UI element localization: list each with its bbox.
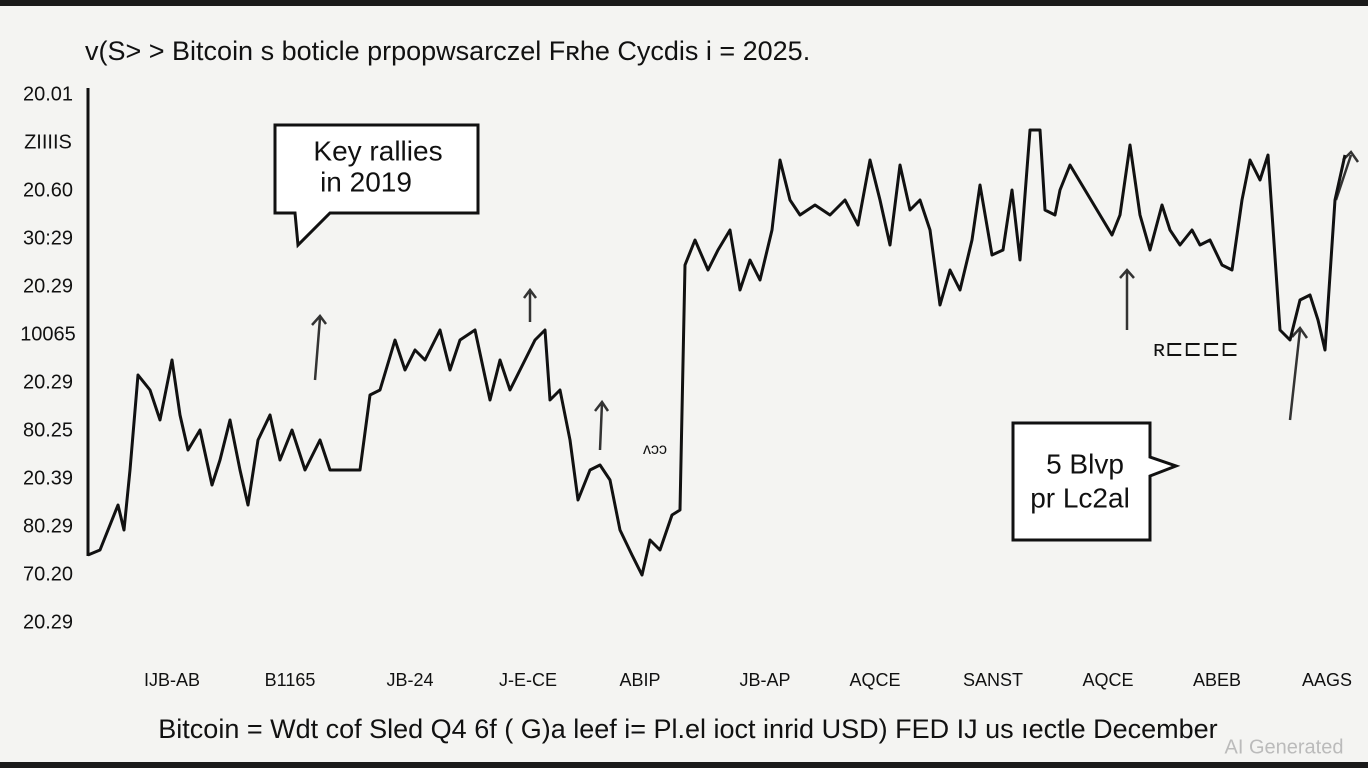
line <box>87 128 1347 577</box>
x-tick-label: ABEB <box>1193 670 1241 690</box>
y-tick-label: 20.39 <box>23 467 73 489</box>
watermark: AI Generated <box>1225 736 1344 758</box>
y-tick-label: 20.01 <box>23 83 73 105</box>
y-tick-label: 20.29 <box>23 611 73 633</box>
y-tick-label: 20.29 <box>23 275 73 297</box>
x-tick-label: SANST <box>963 670 1023 690</box>
annotation: ʌɔɔ <box>643 441 667 458</box>
y-tick-label: 80.25 <box>23 419 73 441</box>
x-tick-label: AAGS <box>1302 670 1352 690</box>
annotation: 5 Blvp <box>1046 448 1124 479</box>
x-tick-label: B1165 <box>265 670 316 690</box>
y-tick-label: 30:29 <box>23 227 73 249</box>
x-tick-label: AQCE <box>849 670 900 690</box>
y-tick-label: ZIIIIS <box>24 131 72 153</box>
y-tick-label: 20.60 <box>23 179 73 201</box>
x-tick-label: ABIP <box>619 670 660 690</box>
annotation: pr Lc2al <box>1030 482 1130 513</box>
y-tick-label: 20.29 <box>23 371 73 393</box>
annotation: ʀ⊏⊏⊏⊏ <box>1153 336 1239 361</box>
x-tick-label: JB-24 <box>386 670 433 690</box>
x-tick-label: J-E-CE <box>499 670 557 690</box>
callout-box <box>1011 421 1181 542</box>
x-axis-label: Bitcoin = Wdt cof Sled Q4 6f ( G)a leef … <box>158 714 1217 744</box>
y-tick-label: 10065 <box>20 323 76 345</box>
arrows <box>311 150 1360 451</box>
x-tick-label: IJB-AB <box>144 670 200 690</box>
y-tick-label: 80.29 <box>23 515 73 537</box>
x-tick-label: AQCE <box>1082 670 1133 690</box>
y-tick-label: 70.20 <box>23 563 73 585</box>
callout-box <box>273 123 480 249</box>
annotation: in 2019 <box>320 166 412 197</box>
chart-title: v(S> > Bitcoin s boticle prpopwsarczel F… <box>85 36 810 66</box>
annotation: Key rallies <box>313 135 442 166</box>
x-tick-label: JB-AP <box>739 670 790 690</box>
